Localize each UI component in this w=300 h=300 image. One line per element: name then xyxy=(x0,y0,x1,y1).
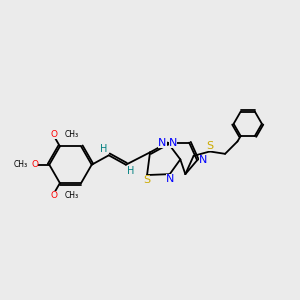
Text: O: O xyxy=(31,160,38,169)
Text: O: O xyxy=(50,191,57,200)
Text: CH₃: CH₃ xyxy=(65,191,79,200)
Text: N: N xyxy=(199,155,207,165)
Text: N: N xyxy=(166,174,174,184)
Text: H: H xyxy=(127,166,134,176)
Text: H: H xyxy=(100,144,107,154)
Text: S: S xyxy=(206,141,213,151)
Text: O: O xyxy=(50,130,57,139)
Text: CH₃: CH₃ xyxy=(65,130,79,139)
Text: N: N xyxy=(158,138,166,148)
Text: CH₃: CH₃ xyxy=(14,160,28,169)
Text: N: N xyxy=(169,138,177,148)
Text: S: S xyxy=(143,175,150,185)
